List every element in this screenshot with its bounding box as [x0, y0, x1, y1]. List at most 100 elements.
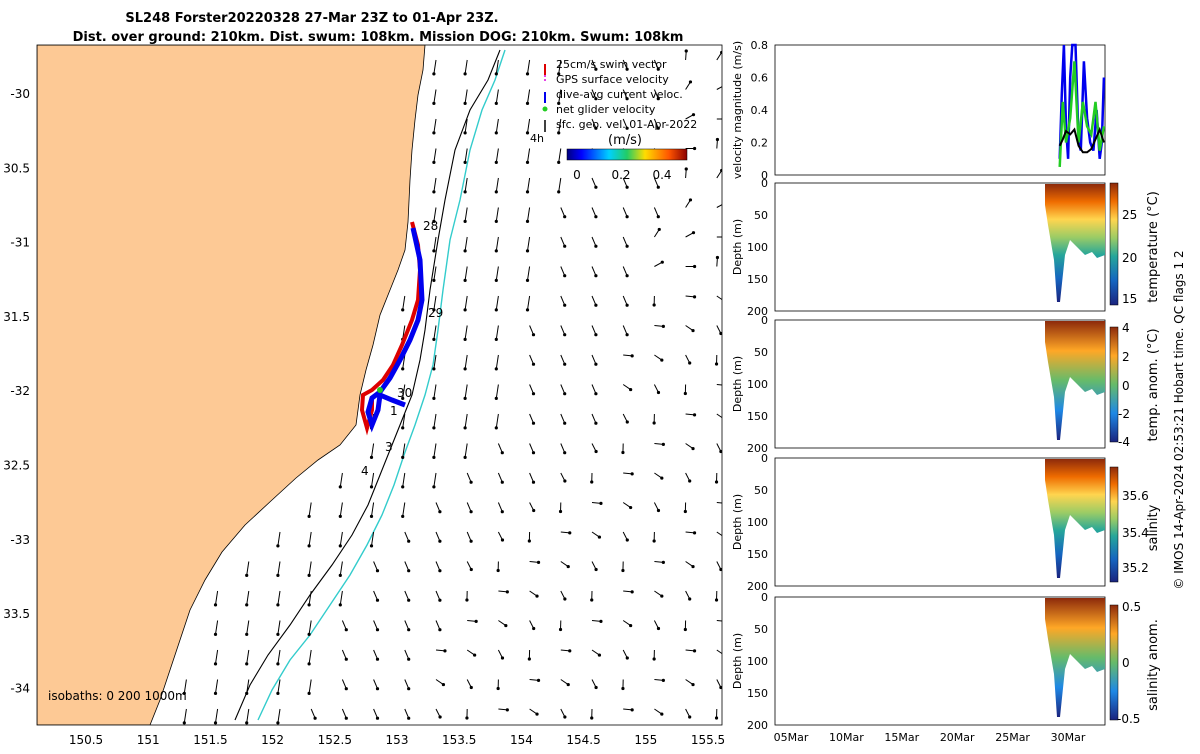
velocity-arrow-head [621, 687, 624, 690]
map-y-tick-label: -31 [10, 236, 30, 250]
depth-tick: 150 [747, 410, 768, 423]
velocity-arrow-head [469, 540, 472, 543]
velocity-arrow-head [629, 388, 632, 391]
velocity-arrow-head [495, 338, 498, 341]
velocity-arrow-head [370, 485, 373, 488]
velocity-arrow-head [495, 131, 498, 134]
velocity-arrow-head [470, 568, 473, 571]
velocity-arrow-head [693, 295, 696, 298]
velocity-arrow-head [376, 599, 379, 602]
velocity-arrow-head [401, 456, 404, 459]
velocity-arrow-head [594, 245, 597, 248]
velocity-arrow-head [535, 712, 538, 715]
velocity-arrow-head [594, 333, 597, 336]
velocity-arrow-head [660, 476, 663, 479]
velocity-arrow-head [658, 228, 661, 231]
velocity-arrow-head [276, 633, 279, 636]
velocity-arrow-head [693, 265, 696, 268]
velocity-arrow-head [438, 599, 441, 602]
velocity-arrow-head [693, 649, 696, 652]
velocity-arrow-head [432, 72, 435, 75]
velocity-arrow-head [532, 333, 535, 336]
velocity-arrow-head [339, 603, 342, 606]
velocity-arrow-head [568, 649, 571, 652]
velocity-arrow-head [495, 190, 498, 193]
velocity-arrow-head [432, 161, 435, 164]
velocity-arrow-head [657, 186, 660, 189]
time-series-panels: 00.20.40.60.8 velocity magnitude (m/s) 2… [731, 39, 1161, 744]
depth-tick: 150 [747, 687, 768, 700]
velocity-arrow-head [594, 186, 597, 189]
velocity-arrow-head [532, 422, 535, 425]
velocity-arrow-head [465, 598, 468, 601]
salinity-anom-cb-tick-05: 0.5 [1122, 600, 1141, 614]
temperature-ylabel: Depth (m) [731, 219, 744, 275]
velocity-arrow-head [376, 569, 379, 572]
velocity-arrow-head [660, 358, 663, 361]
velocity-arrow-head [401, 515, 404, 518]
velocity-arrow-head [691, 329, 694, 332]
map-x-tick-label: 155.5 [691, 733, 725, 747]
velocity-arrow-head [692, 231, 695, 234]
velocity-arrow-head [432, 190, 435, 193]
velocity-arrow-head [662, 443, 665, 446]
velocity-arrow-head [563, 245, 566, 248]
velocity-arrow-head [438, 540, 441, 543]
velocity-arrow-head [625, 186, 628, 189]
velocity-arrow-head [688, 715, 691, 718]
velocity-arrow-head [504, 624, 507, 627]
isobath-legend: isobaths: 0 200 1000m [48, 689, 187, 703]
velocity-panel [775, 45, 1105, 175]
temp-anom-cb-tick-0: 0 [1122, 379, 1130, 393]
depth-tick: 100 [747, 655, 768, 668]
velocity-arrow-head [495, 220, 498, 223]
velocity-arrow-head [464, 249, 467, 252]
temp-anom-cb-tick-m2: -2 [1118, 407, 1130, 421]
velocity-y-tick: 0.4 [751, 104, 769, 117]
velocity-arrow-head [684, 510, 687, 513]
velocity-arrow-head [495, 308, 498, 311]
velocity-arrow-head [432, 249, 435, 252]
velocity-arrow-head [432, 279, 435, 282]
velocity-arrow-head [245, 662, 248, 665]
velocity-arrow-head [590, 598, 593, 601]
velocity-arrow-head [442, 683, 445, 686]
velocity-arrow-head [594, 363, 597, 366]
velocity-arrow-head [625, 304, 628, 307]
temperature-cb-tick-20: 20 [1122, 251, 1137, 265]
velocity-arrow-head [407, 540, 410, 543]
velocity-arrow-head [432, 485, 435, 488]
temperature-cb-tick-25: 25 [1122, 208, 1137, 222]
velocity-arrow-head [691, 565, 694, 568]
velocity-arrow-head [308, 544, 311, 547]
velocity-arrow-head [528, 657, 531, 660]
velocity-arrow-head [685, 49, 688, 52]
map-y-tick-label: -32 [10, 384, 30, 398]
velocity-arrow-head [688, 597, 691, 600]
velocity-arrow-head [469, 481, 472, 484]
velocity-arrow-head [432, 426, 435, 429]
velocity-arrow-head [432, 131, 435, 134]
velocity-arrow-head [537, 679, 540, 682]
velocity-arrow-head [724, 117, 727, 120]
salinity-cb-label: salinity [1146, 504, 1161, 551]
velocity-arrow-head [532, 363, 535, 366]
map-y-tick-label: 31.5 [3, 310, 30, 324]
velocity-arrow-head [598, 653, 601, 656]
velocity-arrow-head [692, 113, 695, 116]
velocity-arrow-head [526, 102, 529, 105]
velocity-arrow-head [276, 721, 279, 724]
velocity-arrow-head [594, 215, 597, 218]
velocity-arrow-head [723, 653, 726, 656]
temperature-cb-label: temperature (°C) [1146, 191, 1161, 303]
velocity-arrow-head [599, 620, 602, 623]
salinity-cb-tick-354: 35.4 [1122, 526, 1149, 540]
copyright-note: © IMOS 14-Apr-2024 02:53:21 Hobart time.… [1172, 250, 1186, 589]
velocity-arrow-head [724, 384, 727, 387]
velocity-arrow-head [432, 367, 435, 370]
velocity-arrow-head [376, 628, 379, 631]
velocity-y-tick: 0.2 [751, 137, 769, 150]
velocity-arrow-head [506, 708, 509, 711]
